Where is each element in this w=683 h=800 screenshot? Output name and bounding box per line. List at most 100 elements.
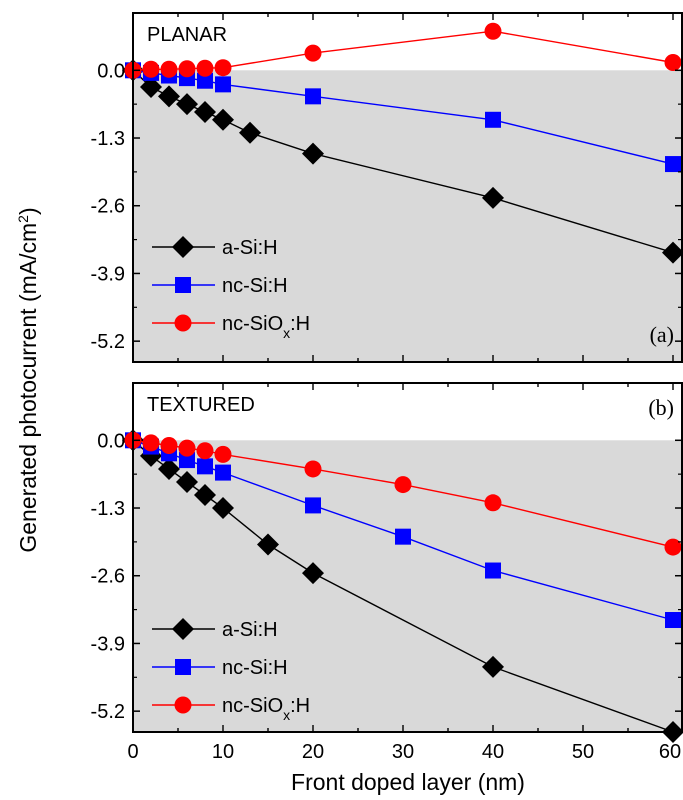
y-tick-label: -2.6 (91, 566, 125, 588)
x-tick-labels: 0 10 20 30 40 50 60 (127, 741, 681, 763)
y-tick-label: -1.3 (91, 498, 125, 520)
data-point (214, 445, 232, 463)
data-point (160, 437, 178, 455)
x-tick-label: 40 (482, 741, 504, 763)
data-point (194, 483, 216, 506)
data-point (302, 562, 324, 585)
panel-title: TEXTURED (147, 394, 255, 416)
data-point (485, 562, 501, 579)
data-point (176, 470, 198, 493)
y-tick-label: 0.0 (97, 60, 125, 82)
legend-marker (175, 659, 191, 675)
data-point (160, 60, 178, 78)
panel-letter: (a) (650, 322, 674, 347)
legend-item: a-Si:H (152, 618, 278, 641)
data-point (664, 538, 682, 556)
data-point (662, 241, 683, 264)
data-point (215, 76, 231, 93)
data-point (212, 497, 234, 520)
legend-label: nc-Si:H (222, 275, 288, 297)
plot-frame (132, 12, 683, 363)
y-tick-label: -3.9 (91, 633, 125, 655)
series-line (132, 439, 674, 621)
legend-label: a-Si:H (222, 237, 278, 259)
data-point (158, 85, 180, 108)
x-tick-label: 10 (212, 741, 234, 763)
panel-letter: (b) (648, 395, 674, 420)
y-tick-label: 0.0 (97, 430, 125, 452)
data-point (214, 59, 232, 77)
data-point (212, 108, 234, 131)
legend-label: nc-SiOx:H (222, 695, 310, 723)
legend-item: nc-Si:H (152, 275, 288, 297)
data-point (665, 612, 681, 629)
data-point (257, 533, 279, 556)
x-tick-label: 0 (127, 741, 138, 763)
x-tick-label: 50 (572, 741, 594, 763)
data-point (140, 75, 162, 98)
x-tick-label: 60 (659, 741, 681, 763)
data-point (178, 439, 196, 457)
data-point (304, 460, 322, 478)
data-point (304, 44, 322, 62)
x-tick-label: 30 (392, 741, 414, 763)
data-point (196, 442, 214, 460)
data-point (142, 434, 160, 452)
series-line (132, 439, 674, 733)
legend-item: a-Si:H (152, 236, 278, 259)
panel-planar: 0.0 -1.3 -2.6 -3.9 -5.2 PLANAR (a) a-Si:H nc-Si:… (91, 12, 683, 363)
legend-marker (174, 696, 192, 714)
series-line (132, 439, 674, 548)
legend-item: nc-Si:H (152, 657, 288, 679)
legend: a-Si:H nc-Si:H nc-SiOx:H (152, 236, 310, 341)
data-point (485, 111, 501, 128)
series-diamond (122, 429, 683, 743)
legend-label: nc-SiOx:H (222, 313, 310, 341)
data-point (484, 22, 502, 40)
data-point (665, 156, 681, 173)
data-point (484, 494, 502, 512)
panel-title: PLANAR (147, 24, 227, 46)
series-circle (124, 22, 682, 79)
y-tick-label: -3.9 (91, 263, 125, 285)
y-tick-label: -2.6 (91, 196, 125, 218)
legend-label: a-Si:H (222, 619, 278, 641)
data-point (158, 457, 180, 480)
y-tick-label: -5.2 (91, 331, 125, 353)
x-tick-label: 20 (302, 741, 324, 763)
data-point (305, 497, 321, 514)
data-point (239, 121, 261, 144)
data-point (197, 72, 213, 89)
data-point (196, 59, 214, 77)
data-point (179, 452, 195, 469)
data-point (178, 60, 196, 78)
legend-label: nc-Si:H (222, 657, 288, 679)
data-point (395, 528, 411, 545)
x-axis-title: Front doped layer (nm) (291, 769, 525, 795)
data-point (305, 88, 321, 105)
shaded-region (133, 70, 682, 362)
y-tick-label: -5.2 (91, 701, 125, 723)
series-circle (124, 431, 682, 556)
legend-marker (172, 236, 194, 258)
legend: a-Si:H nc-Si:H nc-SiOx:H (152, 618, 310, 723)
data-point (664, 53, 682, 71)
series-line (132, 69, 674, 254)
data-point (394, 476, 412, 494)
data-point (482, 186, 504, 209)
data-point (197, 458, 213, 475)
plot-frame (132, 382, 683, 733)
data-point (194, 100, 216, 123)
data-point (176, 93, 198, 116)
data-point (302, 142, 324, 165)
legend-marker (172, 618, 194, 640)
y-axis-title: Generated photocurrent (mA/cm2) (15, 207, 41, 552)
data-point (142, 60, 160, 78)
y-tick-label: -1.3 (91, 128, 125, 150)
legend-marker (174, 314, 192, 332)
legend-item: nc-SiOx:H (152, 313, 310, 341)
series-diamond (122, 59, 683, 264)
data-point (215, 464, 231, 481)
legend-item: nc-SiOx:H (152, 695, 310, 723)
